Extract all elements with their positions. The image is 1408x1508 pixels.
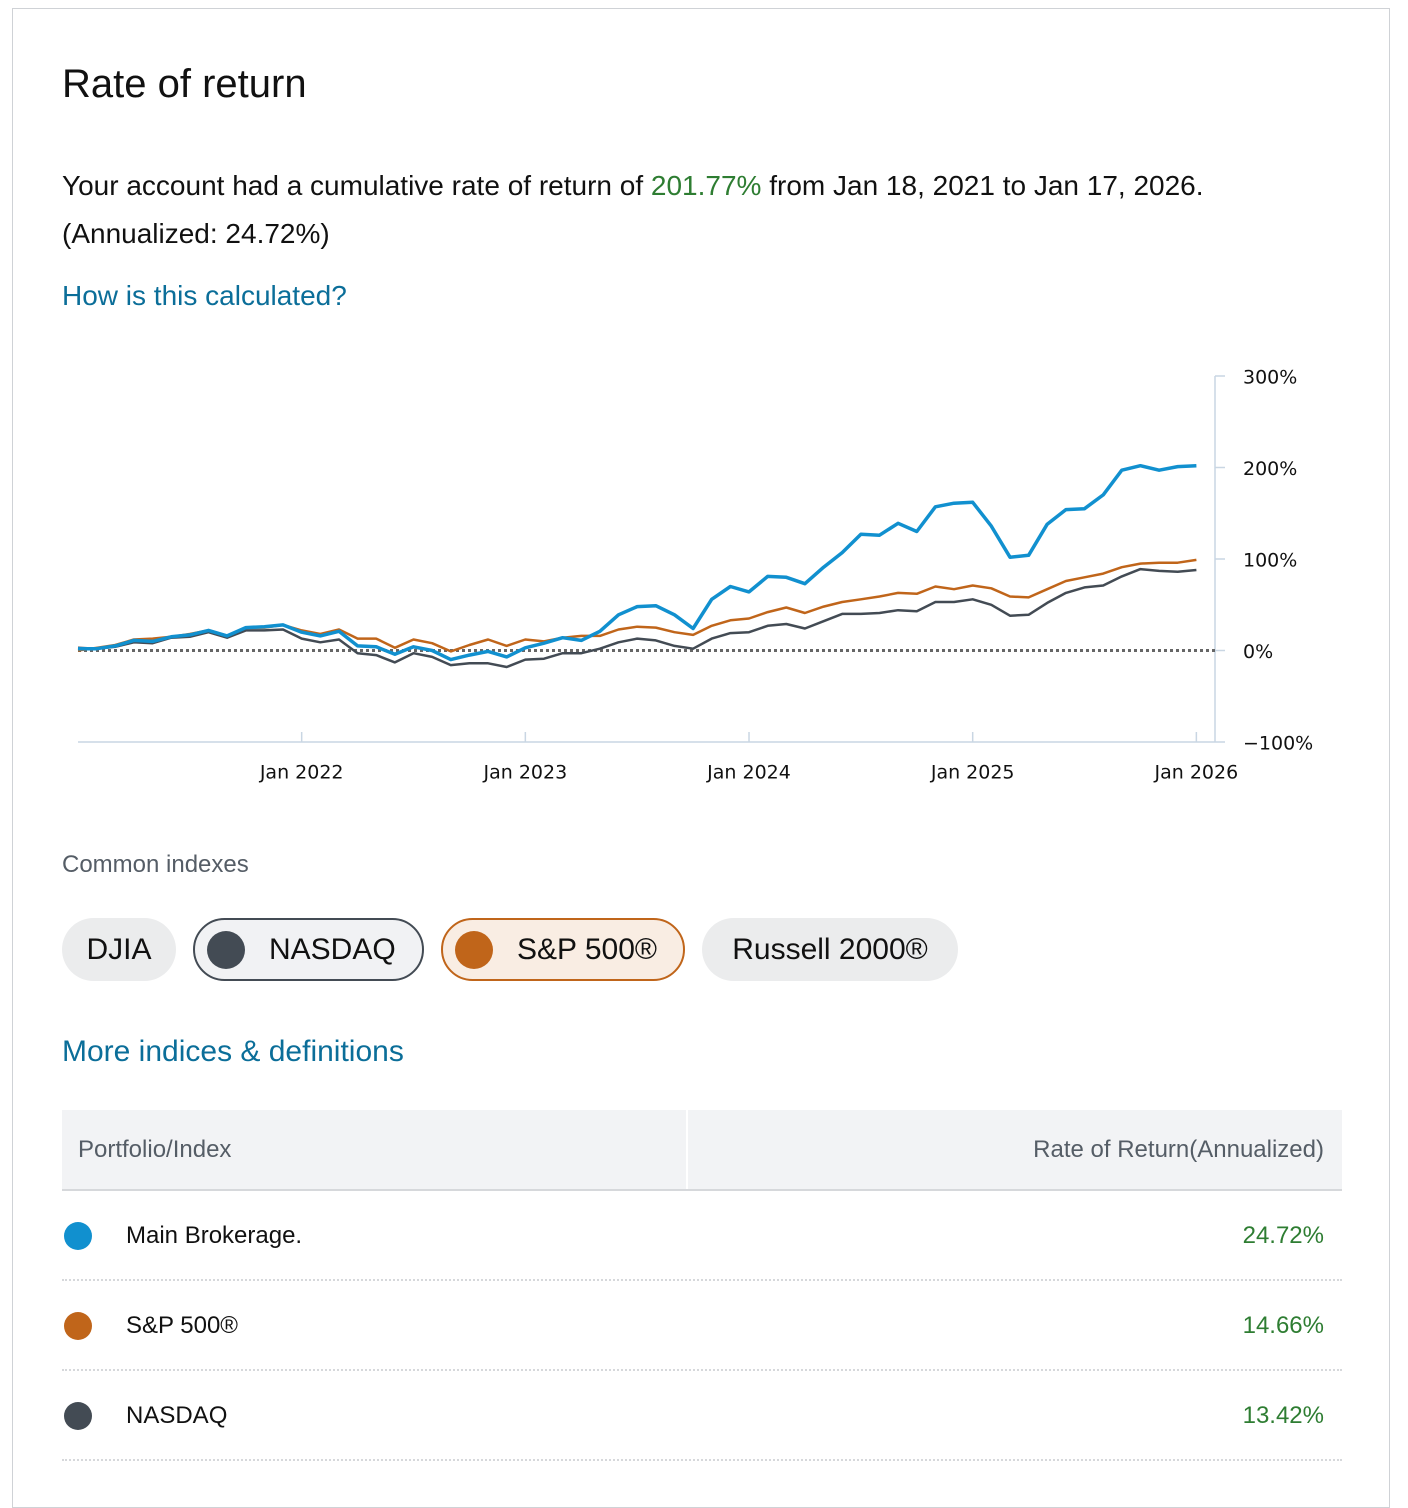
row-rate: 13.42% [1242, 1402, 1324, 1429]
indexes-label: Common indexes [62, 851, 249, 878]
row-dot [64, 1402, 92, 1430]
row-name: Main Brokerage. [126, 1222, 303, 1249]
x-tick-label: Jan 2024 [706, 762, 791, 784]
header-cell: Portfolio/Index [78, 1136, 232, 1163]
x-tick-label: Jan 2023 [483, 762, 568, 784]
series-line [78, 463, 1197, 662]
table-row: S&P 500® 14.66% [62, 1281, 1342, 1371]
table-row: NASDAQ 13.42% [62, 1371, 1342, 1461]
chip-label: S&P 500® [517, 932, 657, 966]
chart: −100% 0% 100% 200% 300% Jan 2022 Jan 2023 Jan 2… [77, 367, 1313, 784]
more-link[interactable]: More indices & definitions [62, 1035, 404, 1068]
page: Rate of return Your account had a cumula… [12, 8, 1390, 1508]
table-row: Main Brokerage. 24.72% [62, 1191, 1342, 1281]
summary-text: Your account had a cumulative rate of re… [62, 170, 644, 201]
series-line [77, 567, 1197, 669]
y-tick-label: 200% [1243, 458, 1297, 480]
row-name: NASDAQ [126, 1402, 228, 1429]
chip-label: DJIA [86, 932, 152, 966]
chip-label: NASDAQ [269, 932, 396, 966]
x-tick-label: Jan 2025 [930, 762, 1015, 784]
cumulative-rate: 201.77% [650, 170, 762, 201]
index-chip[interactable]: Russell 2000® [702, 918, 958, 981]
y-tick-label: 0% [1243, 641, 1273, 663]
title: Rate of return [62, 62, 307, 106]
summary-text: from Jan 18, 2021 to Jan 17, 2026. (Annu… [62, 170, 1204, 249]
index-chip[interactable]: NASDAQ [193, 918, 424, 981]
row-dot [64, 1222, 92, 1250]
summary: Your account had a cumulative rate of re… [62, 162, 1332, 258]
chip-dot [455, 930, 493, 969]
chip-dot [207, 930, 245, 969]
index-chip[interactable]: S&P 500® [441, 918, 685, 981]
row-name: S&P 500® [126, 1312, 238, 1339]
table-header: Portfolio/Index Rate of Return(Annualize… [62, 1110, 1342, 1191]
x-tick-label: Jan 2022 [259, 762, 344, 784]
header-divider [686, 1110, 688, 1189]
row-rate: 24.72% [1242, 1222, 1324, 1249]
y-tick-label: 100% [1243, 550, 1297, 572]
y-tick-label: 300% [1243, 367, 1297, 389]
row-rate: 14.66% [1242, 1312, 1324, 1339]
x-tick-label: Jan 2026 [1154, 762, 1239, 784]
row-dot [64, 1312, 92, 1340]
chip-label: Russell 2000® [732, 932, 928, 966]
index-chip[interactable]: DJIA [62, 918, 176, 981]
help-link[interactable]: How is this calculated? [62, 280, 347, 311]
y-tick-label: −100% [1243, 733, 1313, 755]
header-cell: Rate of Return(Annualized) [1033, 1136, 1324, 1163]
